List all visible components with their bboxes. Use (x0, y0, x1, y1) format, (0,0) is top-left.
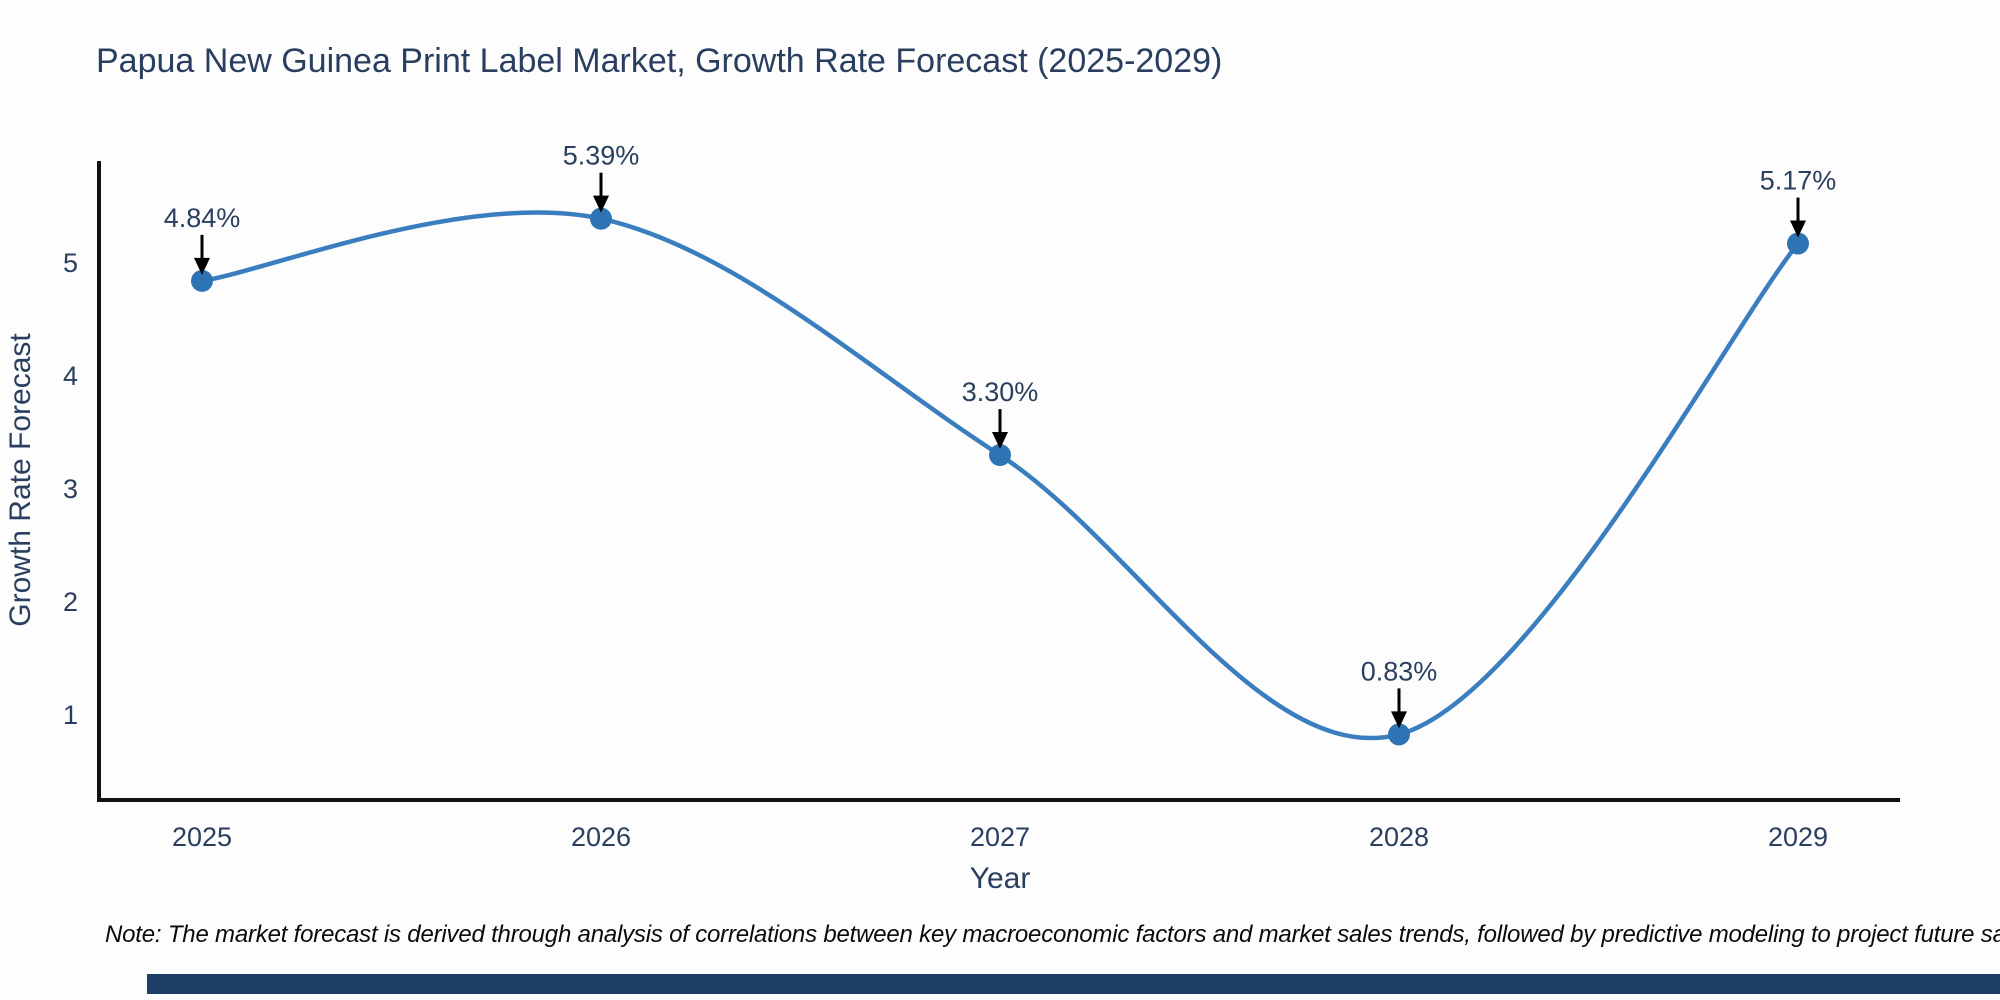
annotation-arrow-head (1391, 711, 1407, 729)
data-point-marker (191, 269, 213, 292)
y-axis-tick-labels: 1 2 3 4 5 (63, 248, 78, 730)
axes (97, 161, 1900, 802)
annotation-arrow-head (593, 195, 609, 213)
x-tick-label: 2027 (970, 822, 1030, 852)
y-tick-label: 2 (63, 587, 78, 617)
chart-title: Papua New Guinea Print Label Market, Gro… (96, 42, 1222, 80)
x-tick-label: 2028 (1369, 822, 1429, 852)
data-point-label: 5.17% (1760, 166, 1837, 196)
y-tick-label: 1 (63, 700, 78, 730)
y-axis-title: Growth Rate Forecast (4, 333, 37, 627)
data-point-marker (590, 207, 612, 230)
annotation-arrow-head (992, 432, 1008, 450)
y-tick-label: 5 (63, 248, 78, 278)
footer-bar (147, 974, 2000, 994)
data-point-label: 0.83% (1361, 656, 1438, 686)
data-series (191, 207, 1809, 746)
x-axis-title: Year (970, 862, 1031, 895)
x-tick-label: 2025 (172, 822, 232, 852)
x-axis-tick-labels: 2025 2026 2027 2028 2029 (172, 822, 1828, 852)
y-tick-label: 4 (63, 361, 78, 391)
point-annotations: 4.84% 5.39% 3.30% 0.83% 5.17% (164, 141, 1837, 729)
data-point-marker (1388, 723, 1410, 746)
data-point-marker (989, 444, 1011, 467)
forecast-line (199, 210, 1801, 741)
data-point-label: 4.84% (164, 203, 241, 233)
data-point-marker (1787, 232, 1809, 255)
data-point-label: 5.39% (563, 141, 640, 171)
x-tick-label: 2029 (1768, 822, 1828, 852)
x-tick-label: 2026 (571, 822, 631, 852)
annotation-arrow-head (194, 257, 210, 275)
annotation-arrow-head (1790, 220, 1806, 238)
data-point-label: 3.30% (962, 377, 1039, 407)
footnote: Note: The market forecast is derived thr… (105, 921, 2000, 948)
y-tick-label: 3 (63, 474, 78, 504)
